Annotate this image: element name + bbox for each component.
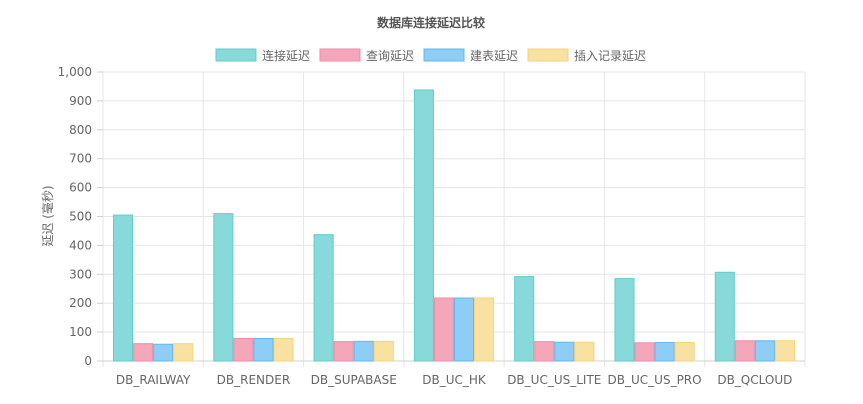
bar	[474, 297, 495, 362]
legend-label: 建表延迟	[470, 49, 518, 63]
chart-title: 数据库连接延迟比较	[377, 15, 485, 30]
bar	[674, 342, 695, 362]
x-tick-label: DB_QCLOUD	[717, 373, 792, 387]
y-tick-label: 700	[69, 152, 92, 166]
bar	[534, 341, 555, 362]
x-tick-label: DB_RAILWAY	[116, 373, 191, 387]
y-tick-label: 900	[69, 94, 92, 108]
legend-swatch	[527, 48, 569, 62]
y-axis-title: 延迟 (毫秒)	[40, 185, 55, 246]
legend-label: 查询延迟	[366, 49, 414, 63]
legend-swatch	[215, 48, 257, 62]
y-tick-label: 300	[69, 267, 92, 281]
bar	[574, 341, 595, 362]
y-tick-label: 500	[69, 210, 92, 224]
bar	[373, 340, 394, 362]
bar	[233, 337, 254, 362]
bar	[774, 340, 795, 362]
bar	[514, 276, 535, 362]
y-tick-label: 1,000	[58, 65, 92, 79]
bar	[413, 89, 434, 362]
bar	[213, 213, 234, 362]
bars	[113, 89, 795, 362]
bar	[353, 340, 374, 362]
bar	[654, 342, 675, 362]
legend-swatch	[319, 48, 361, 62]
x-tick-label: DB_RENDER	[217, 373, 291, 387]
bar	[313, 234, 334, 362]
bar	[173, 343, 194, 362]
bar	[634, 342, 655, 362]
bar	[754, 340, 775, 362]
y-tick-label: 800	[69, 123, 92, 137]
bar	[614, 278, 635, 362]
x-tick-label: DB_UC_HK	[422, 373, 487, 387]
x-tick-label: DB_UC_US_PRO	[608, 373, 702, 387]
legend-label: 连接延迟	[262, 48, 310, 63]
y-tick-label: 600	[69, 181, 92, 195]
y-tick-label: 100	[69, 325, 92, 339]
bar	[554, 341, 575, 362]
bar	[454, 297, 475, 362]
bar	[253, 337, 274, 362]
y-axis-ticks: 0 100 200 300 400 500 600 700 800 900 1,000	[58, 65, 103, 368]
x-tick-label: DB_UC_US_LITE	[507, 373, 601, 387]
bar	[153, 343, 174, 362]
legend: 连接延迟 查询延迟 建表延迟 插入记录延迟	[215, 48, 646, 63]
y-tick-label: 400	[69, 238, 92, 252]
legend-swatch	[423, 48, 465, 62]
bar	[333, 341, 354, 362]
bar	[714, 271, 735, 362]
bar	[433, 297, 455, 362]
bar	[113, 214, 134, 362]
legend-label: 插入记录延迟	[574, 49, 646, 63]
bar	[734, 340, 755, 362]
y-tick-label: 200	[69, 296, 92, 310]
bar	[273, 337, 294, 362]
x-tick-label: DB_SUPABASE	[311, 373, 397, 387]
bar	[133, 343, 154, 362]
y-tick-label: 0	[84, 354, 92, 368]
x-axis-ticks: DB_RAILWAY DB_RENDER DB_SUPABASE DB_UC_HK DB…	[116, 373, 792, 387]
